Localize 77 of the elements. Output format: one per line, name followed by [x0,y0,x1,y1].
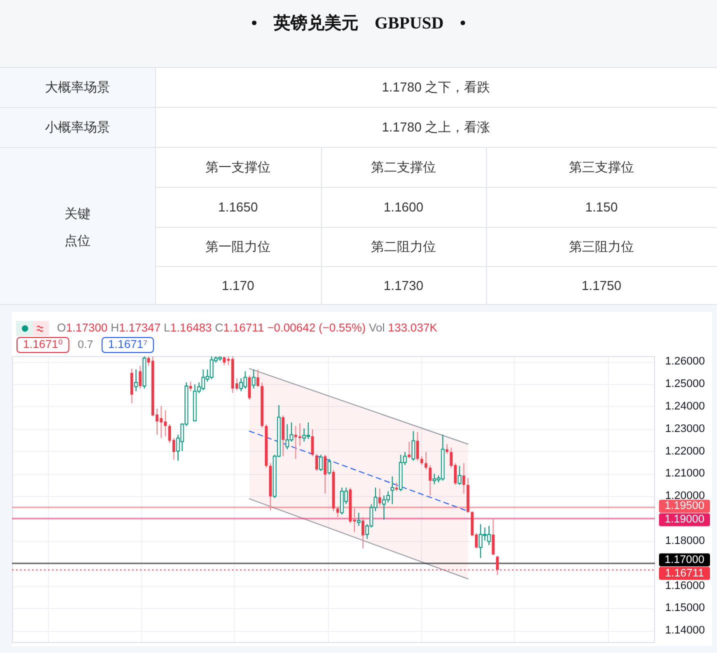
text: 关键点位 [64,206,90,248]
candlestick [356,512,361,526]
candlestick [408,441,411,459]
candlestick [282,414,284,457]
candlestick [298,422,302,446]
y-tick-label: 1.23000 [665,422,705,435]
y-tick-label: 1.16000 [665,580,705,592]
candlestick [428,464,432,496]
candlestick [478,524,482,559]
text: 第二支撑位 [371,160,436,174]
text: 1.1730 [384,278,424,293]
ref-line-label: 1.17000 [664,554,704,566]
candlestick [412,430,416,462]
y-tick-label: 1.24000 [665,400,705,412]
text: 第一支撑位 [206,160,270,174]
ref-line-label: 1.19000 [664,514,704,526]
candlestick [311,428,314,457]
candlestick [492,518,495,556]
text: 第三支撑位 [569,160,634,174]
candlestick [324,454,326,494]
candlestick [164,410,167,437]
y-tick-label: 1.22000 [665,445,705,458]
candlestick [294,425,298,460]
text: 1.1780 之上，看涨 [382,120,490,134]
candlestick [189,381,192,392]
text: 1.1780 之下，看跌 [382,80,490,94]
y-tick-label: 1.21000 [665,468,705,480]
candlestick [210,356,214,380]
y-tick-label: 1.25000 [665,378,705,390]
y-tick-label: 1.18000 [665,534,705,547]
candlestick [432,473,436,485]
ref-line-label: 1.16711 [665,567,704,580]
candlestick [327,458,332,476]
text: 1.1671⁰ [23,339,64,351]
candlestick [340,487,344,516]
candlestick [243,370,248,390]
candlestick [424,451,428,470]
candlestick [201,368,206,391]
candlestick [252,368,256,390]
candlestick [362,516,364,549]
candlestick [285,424,290,450]
candlestick [386,490,390,503]
text: 第三阻力位 [569,239,634,254]
candlestick [382,494,386,520]
candlestick [487,525,491,546]
candlestick [302,428,306,442]
text: • 英镑兑美元 GBPUSD • [251,14,466,32]
y-tick-label: 1.15000 [665,602,705,614]
candlestick [138,365,142,390]
candlestick [160,406,163,439]
candlestick [378,488,382,506]
text: 第一阻力位 [206,239,270,254]
text: 1.1650 [218,200,258,214]
candlestick [315,453,318,472]
candlestick [248,375,251,400]
text: 第二阻力位 [371,239,436,254]
candlestick [319,454,323,472]
text: 1.1600 [384,200,424,214]
candlestick [134,368,138,392]
ref-line-label: 1.19500 [664,500,704,512]
text: 大概率场景 [45,80,110,94]
candlestick [462,462,466,494]
y-tick-label: 1.26000 [665,356,705,368]
y-tick-label: 1.14000 [665,624,705,637]
text: 1.1671⁷ [108,339,148,351]
candlestick [446,444,448,454]
text: O1.17300 H1.17347 L1.16483 C1.16711 −0.00642 (−0.55%) Vol 133.037K [57,322,438,334]
text: 小概率场景 [45,120,110,134]
candlestick [390,476,394,505]
text: 1.150 [585,200,618,214]
text: 1.170 [222,278,254,293]
candlestick [306,422,310,440]
text: 0.7 [78,339,94,351]
candlestick [458,465,462,486]
candlestick [416,432,419,462]
y-tick-label: 1.20000 [665,490,705,502]
text: 1.1750 [582,278,622,293]
